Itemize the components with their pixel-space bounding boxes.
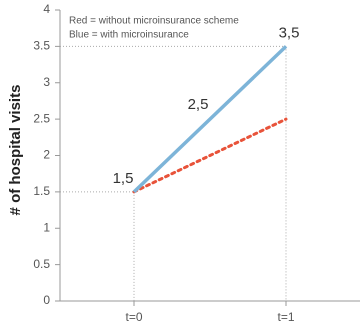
y-tick-label: 0 bbox=[43, 293, 50, 307]
legend-entry: Red = without microinsurance scheme bbox=[69, 16, 239, 27]
y-tick-label: 3 bbox=[43, 75, 50, 89]
y-tick-label: 0.5 bbox=[33, 257, 50, 271]
y-tick-label: 2 bbox=[43, 148, 50, 162]
y-tick-label: 3.5 bbox=[33, 39, 50, 53]
legend-entry: Blue = with microinsurance bbox=[69, 30, 189, 41]
y-tick-label: 4 bbox=[43, 2, 50, 16]
legend-box bbox=[66, 13, 274, 43]
annotation: 2,5 bbox=[188, 96, 209, 113]
y-tick-label: 1 bbox=[43, 220, 50, 234]
x-tick-label: t=1 bbox=[277, 310, 294, 324]
y-tick-label: 2.5 bbox=[33, 111, 50, 125]
x-tick-label: t=0 bbox=[125, 310, 142, 324]
value-label: 3,5 bbox=[279, 24, 300, 41]
value-label: 1,5 bbox=[113, 170, 134, 187]
series-line bbox=[132, 117, 288, 194]
y-axis-label: # of hospital visits bbox=[7, 85, 24, 216]
series-line bbox=[132, 45, 288, 194]
y-tick-label: 1.5 bbox=[33, 184, 50, 198]
